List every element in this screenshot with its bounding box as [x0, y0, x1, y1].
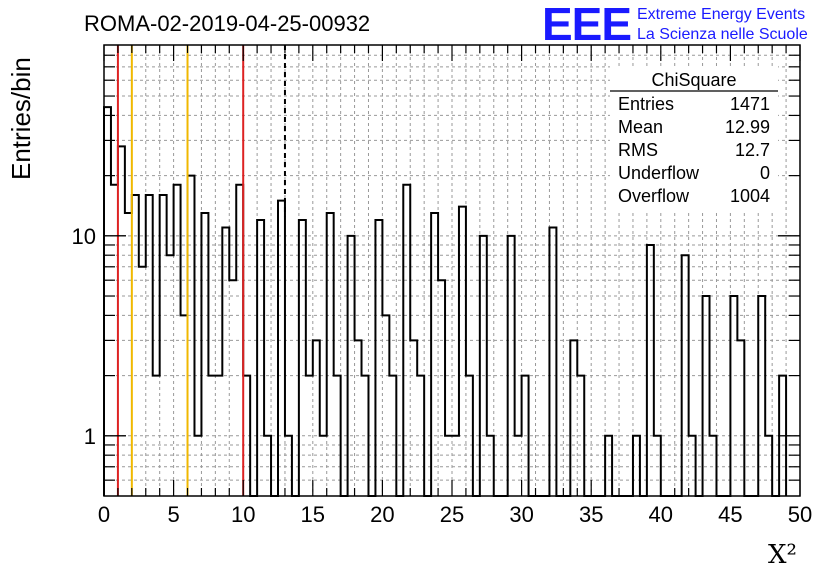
reference-lines [116, 45, 286, 496]
axis-ticks [103, 45, 801, 496]
stats-row-value: 1471 [730, 94, 770, 114]
x-tick-label: 15 [301, 502, 325, 527]
x-tick-label: 35 [579, 502, 603, 527]
x-axis-label: X² [768, 540, 797, 570]
chart-title: ROMA-02-2019-04-25-00932 [84, 11, 370, 36]
x-tick-label: 5 [167, 502, 179, 527]
stats-row-value: 1004 [730, 186, 770, 206]
stats-row-value: 12.7 [735, 140, 770, 160]
y-tick-label: 1 [84, 424, 96, 449]
eee-logo: EEE Extreme Energy Events La Scienza nel… [542, 0, 808, 50]
stats-row-value: 12.99 [725, 117, 770, 137]
x-tick-label: 30 [509, 502, 533, 527]
eee-logo-letters: EEE [542, 0, 631, 50]
x-tick-label: 25 [440, 502, 464, 527]
x-tick-label: 10 [231, 502, 255, 527]
stats-name: ChiSquare [651, 70, 736, 90]
stats-row-label: Entries [618, 94, 674, 114]
tick-labels: 0 5 10 15 20 25 30 35 40 45 50 1 10 [72, 224, 813, 527]
x-tick-label: 45 [718, 502, 742, 527]
stats-row-label: Underflow [618, 163, 700, 183]
x-tick-label: 0 [98, 502, 110, 527]
stats-row-value: 0 [760, 163, 770, 183]
y-tick-label: 10 [72, 224, 96, 249]
x-tick-label: 50 [788, 502, 812, 527]
y-axis-label: Entries/bin [6, 57, 36, 180]
x-tick-label: 40 [649, 502, 673, 527]
stats-row-label: Mean [618, 117, 663, 137]
eee-logo-line2: La Scienza nelle Scuole [637, 26, 808, 43]
eee-logo-line1: Extreme Energy Events [637, 6, 805, 23]
stats-box: ChiSquare Entries 1471 Mean 12.99 RMS 12.7 Und… [610, 66, 778, 212]
stats-row-label: RMS [618, 140, 658, 160]
x-tick-label: 20 [370, 502, 394, 527]
stats-row-label: Overflow [618, 186, 690, 206]
